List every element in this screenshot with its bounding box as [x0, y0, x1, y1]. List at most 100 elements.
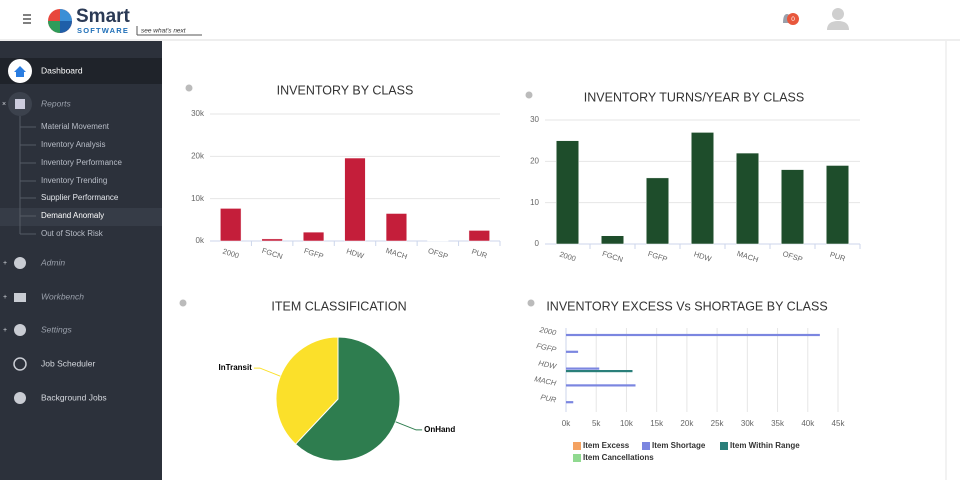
bar — [601, 235, 624, 245]
nav-icons — [13, 257, 27, 404]
x-tick-label: 30k — [741, 419, 755, 428]
x-tick-label: HDW — [693, 249, 714, 263]
pie-label: OnHand — [424, 425, 455, 434]
legend-label: Item Excess — [583, 441, 630, 450]
legend-label: Item Within Range — [730, 441, 800, 450]
logo[interactable] — [48, 9, 72, 33]
header — [0, 0, 960, 40]
bar — [566, 367, 600, 370]
sidebar — [0, 41, 162, 480]
logo-subtitle: SOFTWARE — [77, 26, 129, 35]
charts: INVENTORY BY CLASS 0k 10k 20k 30k 2000 FGCN FGF… — [191, 83, 861, 462]
x-tick-label: OFSP — [782, 249, 804, 264]
x-tick-label: PUR — [829, 250, 847, 264]
nav-subitem[interactable]: Demand Anomaly — [41, 211, 104, 220]
x-tick-label: 10k — [620, 419, 634, 428]
x-tick-label: FGFP — [303, 246, 325, 261]
bar — [566, 370, 633, 373]
x-tick-label: FGCN — [261, 246, 284, 261]
bar — [220, 208, 242, 242]
legend-label: Item Cancellations — [583, 453, 654, 462]
nav-subitem[interactable]: Out of Stock Risk — [41, 229, 104, 238]
home-glyph — [14, 66, 26, 77]
bar — [566, 333, 820, 337]
submenu-lines — [19, 116, 36, 235]
nav-item[interactable]: Reports — [41, 98, 72, 108]
y-tick-label: 20 — [530, 156, 539, 165]
x-tick-label: FGFP — [647, 249, 669, 264]
logo-title: Smart — [76, 6, 131, 27]
tagline: see what's next — [141, 28, 187, 35]
expand-marker[interactable]: + — [3, 260, 7, 267]
nav-item[interactable]: Job Scheduler — [41, 358, 96, 368]
nav-subitem[interactable]: Material Movement — [41, 122, 110, 131]
connector — [253, 367, 281, 377]
x-tick-label: FGCN — [601, 249, 624, 264]
pie-slice — [275, 336, 339, 445]
bar — [302, 231, 325, 242]
nav-item[interactable]: Workbench — [41, 291, 84, 301]
x-tick-label: 0k — [562, 419, 571, 428]
hover-item-bg — [0, 208, 162, 226]
x-tick-label: 5k — [592, 419, 601, 428]
x-tick-label: 35k — [771, 419, 785, 428]
notification-badge[interactable] — [787, 13, 799, 25]
reports-glyph — [15, 99, 25, 109]
nav-item[interactable]: Settings — [41, 324, 72, 334]
bar — [781, 169, 804, 245]
y-tick-label: 0k — [196, 236, 205, 245]
legend-label: Item Shortage — [652, 441, 706, 450]
x-tick-label: 2000 — [558, 250, 577, 264]
chart-title: INVENTORY TURNS/YEAR BY CLASS — [584, 90, 804, 104]
x-tick-label: 2000 — [222, 247, 241, 261]
y-tick-label: PUR — [540, 392, 558, 404]
collapse-marker[interactable]: × — [2, 101, 6, 108]
y-tick-label: 2000 — [538, 325, 558, 338]
y-tick-label: 10 — [530, 198, 539, 207]
bar — [556, 140, 579, 245]
y-tick-label: MACH — [534, 374, 558, 388]
nav-item[interactable]: Admin — [40, 257, 65, 267]
bar — [261, 238, 283, 242]
legend-swatch — [642, 442, 650, 450]
y-tick-label: 10k — [191, 194, 205, 203]
expand-marker[interactable]: + — [3, 327, 7, 334]
nav-item[interactable]: Background Jobs — [41, 392, 107, 402]
y-tick-label: 0 — [535, 239, 540, 248]
x-tick-label: 40k — [801, 419, 815, 428]
bar — [385, 213, 408, 242]
bar — [691, 132, 714, 245]
connector — [395, 421, 423, 431]
x-tick-label: 45k — [832, 419, 846, 428]
legend-swatch — [720, 442, 728, 450]
bar — [344, 157, 366, 242]
bar — [566, 350, 579, 353]
nav-item[interactable]: Dashboard — [41, 65, 83, 75]
legend-swatch — [573, 454, 581, 462]
x-tick-label: HDW — [345, 246, 366, 260]
chart-title: INVENTORY EXCESS Vs SHORTAGE BY CLASS — [546, 299, 827, 313]
bar — [566, 401, 574, 404]
x-tick-label: OFSP — [427, 246, 449, 261]
y-tick-label: HDW — [538, 358, 558, 371]
x-tick-label: PUR — [471, 247, 489, 261]
nav-subitem[interactable]: Inventory Trending — [41, 176, 107, 185]
bar — [646, 177, 669, 245]
settings-gears[interactable] — [179, 84, 535, 307]
y-tick-label: 30 — [530, 115, 539, 124]
bar — [566, 384, 636, 387]
x-tick-label: 15k — [650, 419, 664, 428]
nav-subitem[interactable]: Inventory Performance — [41, 158, 122, 167]
menu-toggle[interactable] — [23, 14, 31, 24]
y-tick-label: 20k — [191, 151, 205, 160]
bar — [826, 165, 849, 245]
x-tick-label: MACH — [385, 246, 409, 261]
expand-marker[interactable]: + — [3, 294, 7, 301]
x-tick-label: 25k — [711, 419, 725, 428]
nav-subitem[interactable]: Inventory Analysis — [41, 140, 105, 149]
user-avatar[interactable] — [827, 8, 849, 30]
nav-subitem[interactable]: Supplier Performance — [41, 193, 119, 202]
pie-label: InTransit — [219, 363, 253, 372]
x-tick-label: 20k — [680, 419, 694, 428]
